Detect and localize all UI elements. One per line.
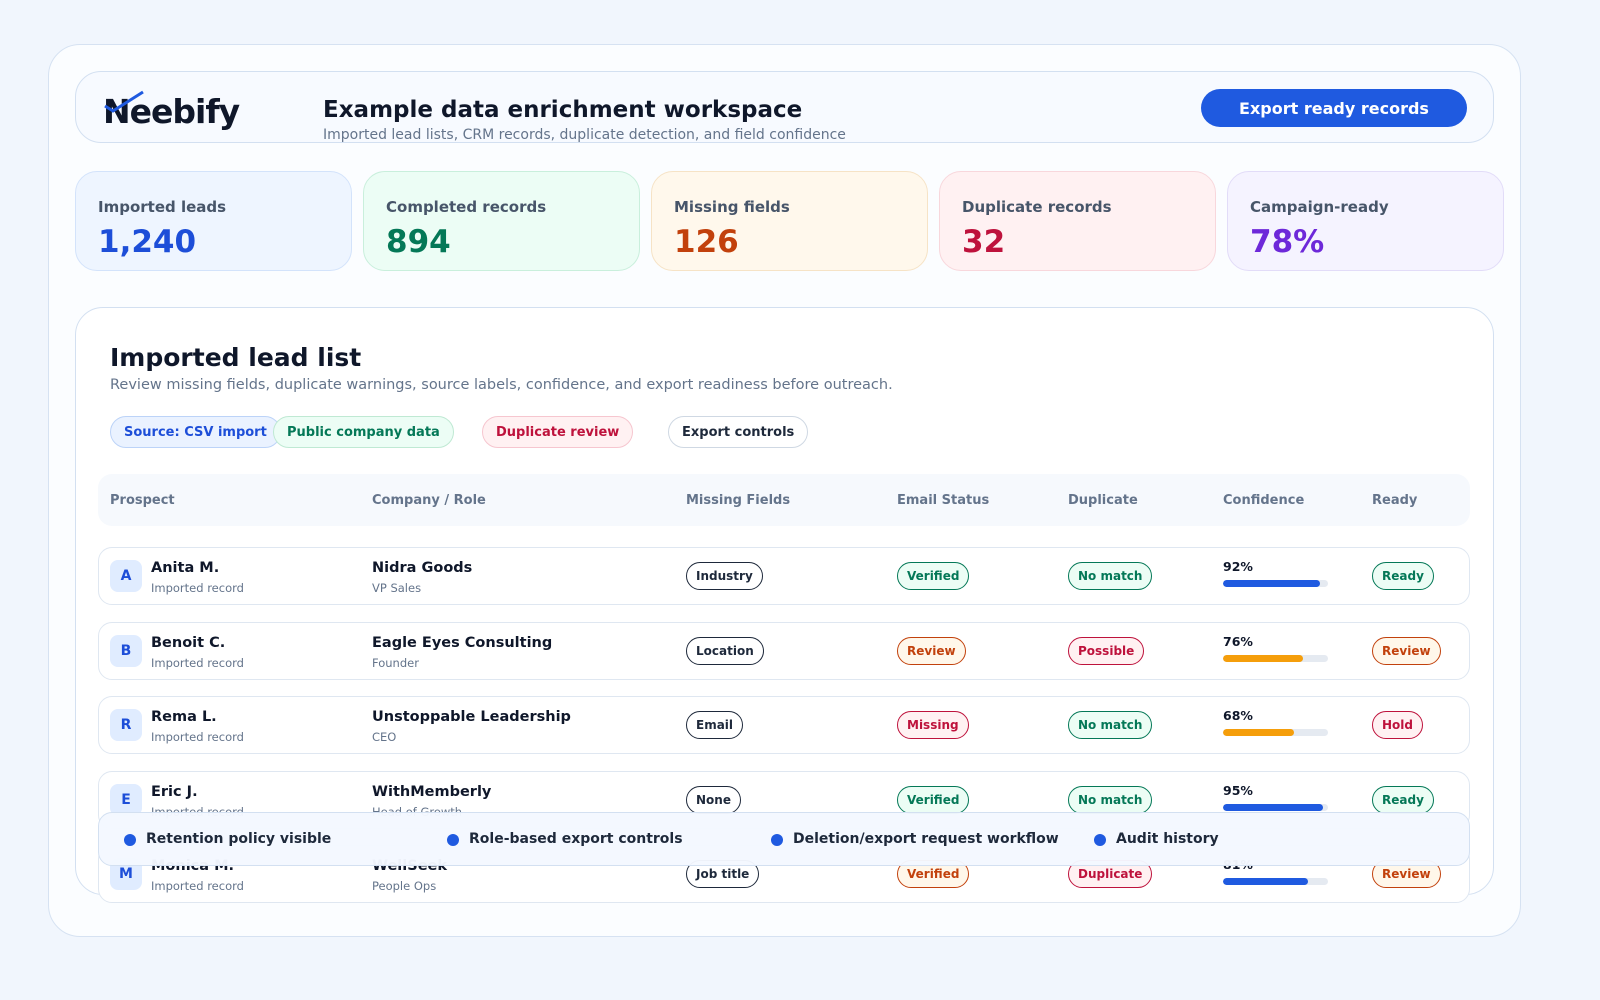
compliance-item: Deletion/export request workflow	[793, 831, 1059, 847]
filter-chip[interactable]: Duplicate review	[482, 416, 634, 448]
prospect-source: Imported record	[151, 581, 244, 595]
stat-label: Completed records	[386, 198, 547, 216]
company-role: Founder	[372, 655, 419, 670]
confidence-track	[1223, 878, 1328, 885]
table-subtitle: Review missing fields, duplicate warning…	[110, 377, 893, 393]
stat-label: Duplicate records	[962, 198, 1112, 216]
company-role: People Ops	[372, 879, 437, 893]
confidence-bar	[1223, 878, 1309, 885]
column-header: Confidence	[1223, 493, 1305, 508]
bullet	[447, 834, 459, 846]
stat-card: Missing fields 126	[651, 171, 928, 271]
ready-status: Review	[1372, 636, 1441, 665]
table-title: Imported lead list	[110, 343, 362, 372]
stat-card: Imported leads 1,240	[75, 171, 352, 271]
avatar: R	[110, 709, 142, 741]
prospect-source: Imported record	[151, 879, 244, 893]
header-subtitle: Imported lead lists, CRM records, duplic…	[323, 127, 846, 143]
company-name: Nidra Goods	[372, 560, 473, 576]
email-status: Review	[897, 636, 966, 665]
ready-status: Ready	[1372, 785, 1434, 814]
filter-chip[interactable]: Public company data	[273, 416, 454, 448]
prospect-source: Imported record	[151, 730, 244, 744]
stat-card: Campaign-ready 78%	[1227, 171, 1504, 271]
table-row	[98, 696, 1470, 754]
column-header: Duplicate	[1068, 493, 1138, 508]
stat-value: 126	[674, 224, 739, 260]
missing-field: None	[686, 785, 741, 814]
email-status: Missing	[897, 711, 969, 739]
missing-field: Email	[686, 711, 744, 739]
table-row	[98, 547, 1470, 605]
confidence-bar	[1223, 729, 1295, 736]
avatar: B	[110, 634, 142, 667]
stat-label: Campaign-ready	[1250, 198, 1389, 216]
filter-chip[interactable]: Export controls	[668, 416, 809, 448]
compliance-item: Audit history	[1116, 831, 1219, 847]
table-row	[98, 621, 1470, 680]
ready-status: Ready	[1372, 562, 1434, 590]
confidence-label: 95%	[1223, 782, 1253, 798]
stat-value: 32	[962, 224, 1006, 260]
compliance-item: Role-based export controls	[469, 831, 683, 847]
table-header	[98, 474, 1470, 526]
stat-value: 894	[386, 224, 451, 260]
confidence-label: 92%	[1223, 559, 1253, 574]
prospect-name: Eric J.	[151, 783, 198, 800]
company-name: WithMemberly	[372, 783, 492, 800]
stat-label: Imported leads	[98, 198, 227, 216]
stat-card: Duplicate records 32	[939, 171, 1216, 271]
stat-value: 1,240	[98, 224, 197, 260]
bullet	[1094, 834, 1106, 846]
header-title: Example data enrichment workspace	[323, 97, 803, 123]
company-name: Unstoppable Leadership	[372, 709, 571, 725]
duplicate-status: No match	[1068, 785, 1153, 814]
compliance-bar: Retention policy visible Role-based expor…	[98, 812, 1470, 866]
company-role: CEO	[372, 730, 397, 744]
duplicate-status: No match	[1068, 711, 1153, 739]
prospect-source: Imported record	[151, 655, 244, 670]
bullet	[124, 834, 136, 846]
stat-label: Missing fields	[674, 198, 790, 216]
confidence-bar	[1223, 803, 1323, 811]
confidence-track	[1223, 729, 1328, 736]
confidence-bar	[1223, 654, 1303, 662]
filter-chip[interactable]: Source: CSV import	[110, 416, 281, 448]
prospect-name: Rema L.	[151, 709, 217, 725]
column-header: Email Status	[897, 493, 990, 508]
company-role: VP Sales	[372, 581, 422, 595]
confidence-track	[1223, 580, 1328, 587]
stat-value: 78%	[1250, 224, 1325, 260]
prospect-name: Benoit C.	[151, 634, 226, 651]
ready-status: Hold	[1372, 711, 1423, 739]
column-header: Prospect	[110, 493, 175, 508]
prospect-name: Anita M.	[151, 560, 220, 576]
confidence-track	[1223, 803, 1328, 811]
company-name: Eagle Eyes Consulting	[372, 634, 553, 651]
email-status: Verified	[897, 785, 970, 814]
confidence-label: 76%	[1223, 633, 1253, 649]
duplicate-status: Possible	[1068, 636, 1145, 665]
compliance-item: Retention policy visible	[146, 831, 332, 847]
logo: Neebify	[103, 92, 240, 131]
confidence-bar	[1223, 580, 1320, 587]
column-header: Company / Role	[372, 493, 486, 508]
confidence-label: 68%	[1223, 708, 1253, 723]
logo-check	[104, 90, 144, 113]
column-header: Missing Fields	[686, 493, 791, 508]
avatar: A	[110, 560, 142, 592]
duplicate-status: No match	[1068, 562, 1153, 590]
email-status: Verified	[897, 562, 970, 590]
stat-card: Completed records 894	[363, 171, 640, 271]
avatar: E	[110, 783, 142, 816]
confidence-track	[1223, 654, 1328, 662]
bullet	[771, 834, 783, 846]
missing-field: Industry	[686, 562, 763, 590]
missing-field: Location	[686, 636, 764, 665]
export-button[interactable]: Export ready records	[1201, 89, 1467, 127]
column-header: Ready	[1372, 493, 1418, 508]
